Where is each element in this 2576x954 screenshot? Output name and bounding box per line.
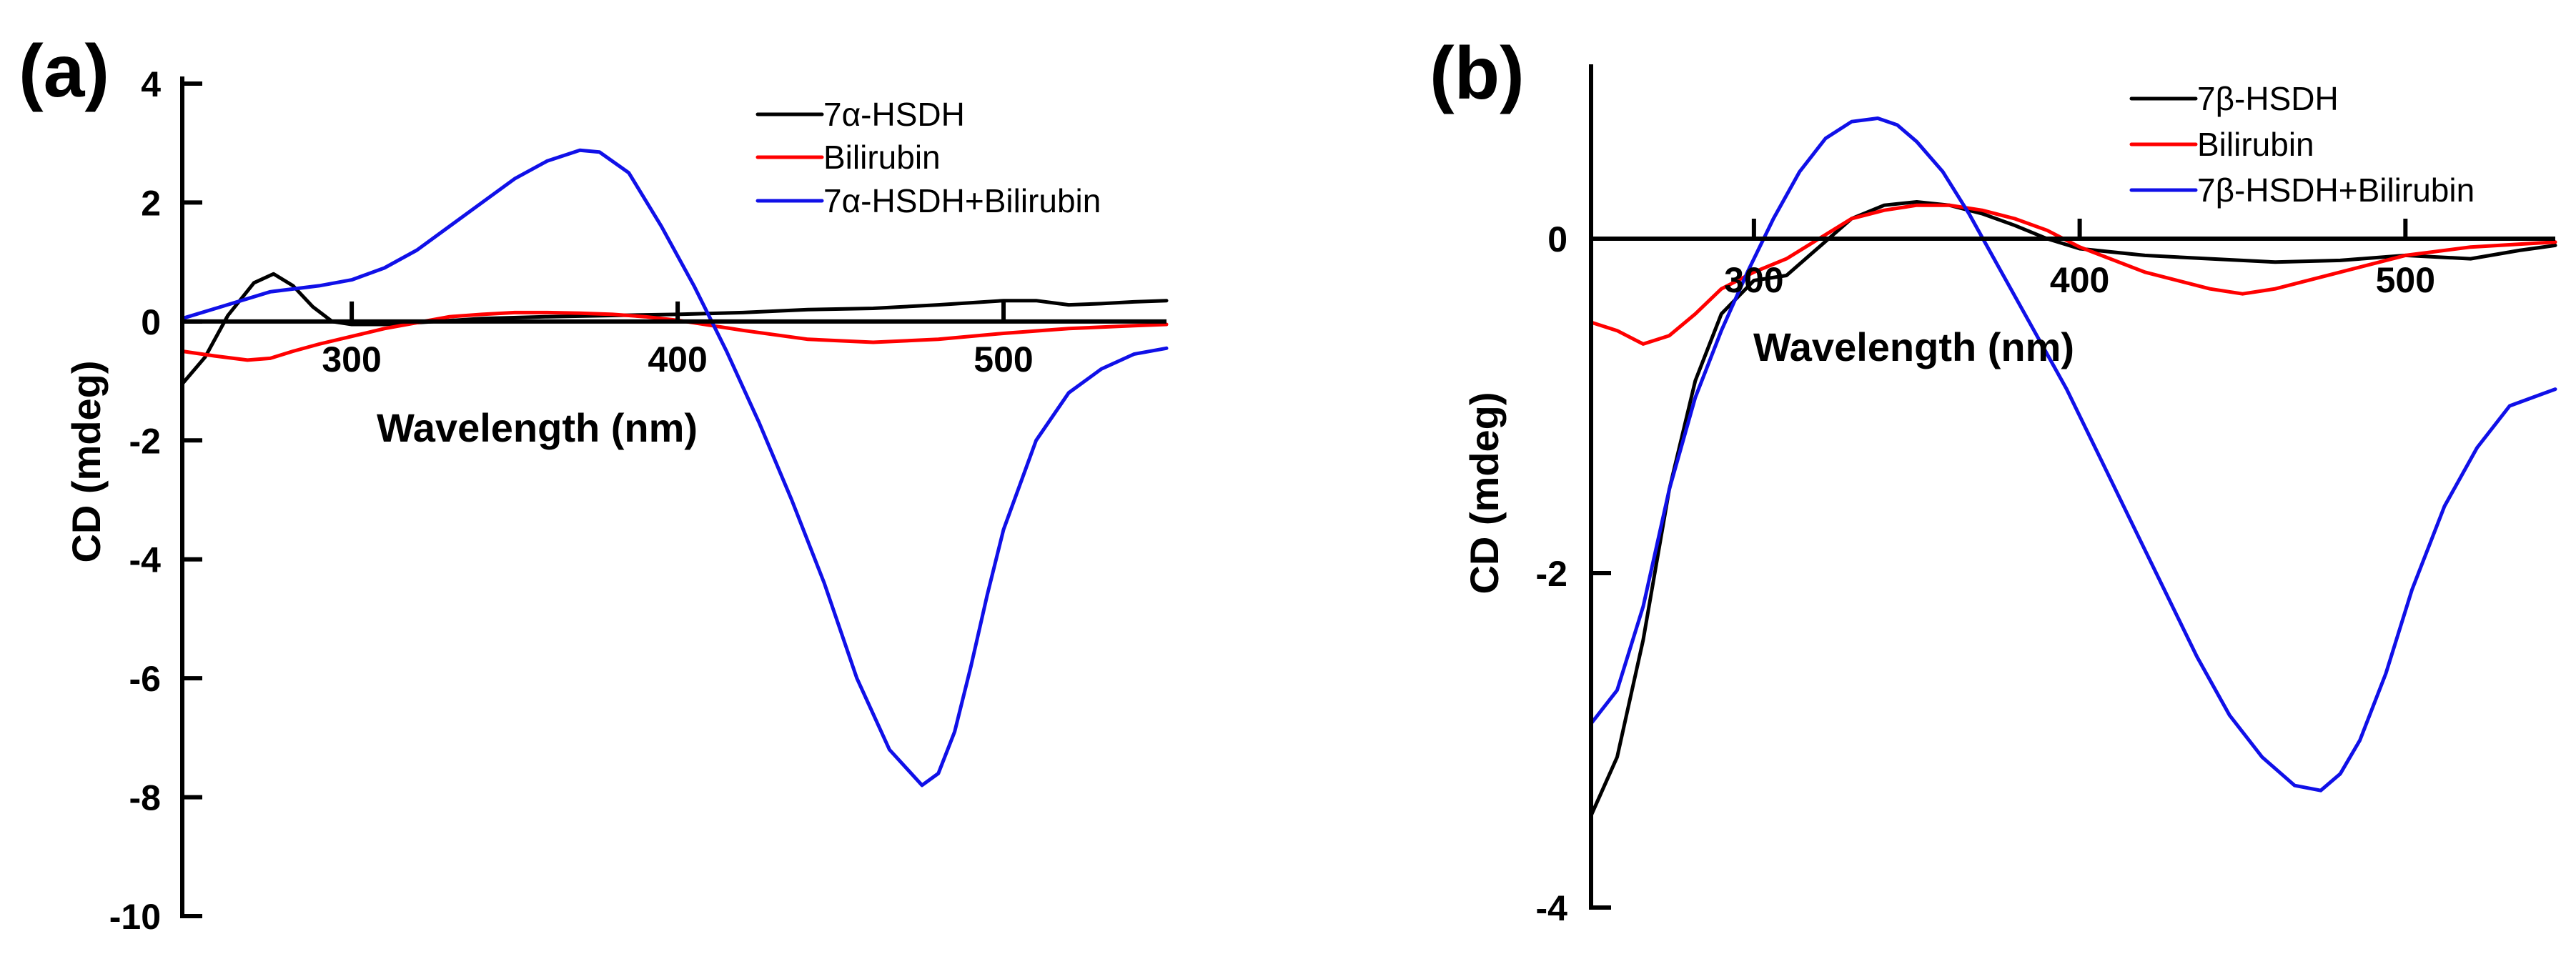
panel-a-series (180, 148, 1169, 787)
panel-b-series-line-1 (1589, 203, 2557, 346)
panel-b-chart: (b) 300 400 500 0 -2 -4 Wavelength (nm) CD (… (1430, 32, 2557, 928)
panel-b-x-ticks: 300 400 500 (1724, 219, 2435, 300)
panel-b-label: (b) (1430, 32, 1525, 115)
panel-a-y-tick-label-5: -6 (129, 659, 161, 699)
panel-a-x-tick-label-2: 500 (974, 339, 1033, 379)
panel-b-legend: 7β-HSDH Bilirubin 7β-HSDH+Bilirubin (2129, 80, 2475, 209)
panel-a-x-tick-label-1: 400 (648, 339, 707, 379)
panel-a-series-line-2 (180, 148, 1169, 787)
panel-a-label: (a) (19, 30, 109, 113)
panel-b-y-ticks: 0 -2 -4 (1536, 219, 1611, 928)
panel-b-x-axis-title: Wavelength (nm) (1753, 324, 2074, 369)
panel-b-x-tick-label-0: 300 (1724, 260, 1783, 300)
legend-a-label-1: Bilirubin (823, 139, 941, 176)
panel-a-y-tick-label-2: 0 (141, 302, 161, 342)
panel-a-chart: (a) 300 400 500 4 2 0 -2 -4 -6 -8 -10 Wavelength … (19, 30, 1169, 937)
legend-b-label-1: Bilirubin (2197, 126, 2314, 163)
panel-a-y-axis-title: CD (mdeg) (64, 360, 109, 562)
panel-a-y-tick-label-3: -2 (129, 421, 161, 461)
panel-b-series-line-2 (1589, 116, 2557, 792)
panel-a-x-tick-label-0: 300 (322, 339, 381, 379)
panel-b-x-tick-label-1: 400 (2050, 260, 2109, 300)
panel-a-series-line-0 (180, 272, 1169, 386)
legend-a-label-2: 7α-HSDH+Bilirubin (823, 182, 1101, 219)
panel-a-y-tick-label-1: 2 (141, 183, 161, 223)
legend-b-label-0: 7β-HSDH (2197, 80, 2339, 117)
panel-b-x-tick-label-2: 500 (2376, 260, 2435, 300)
panel-a-x-ticks: 300 400 500 (322, 301, 1034, 379)
panel-a-series-line-1 (180, 310, 1169, 362)
legend-a-label-0: 7α-HSDH (823, 96, 965, 133)
panel-a-y-tick-label-6: -8 (129, 778, 161, 818)
panel-b-y-tick-label-0: 0 (1547, 219, 1567, 259)
panel-b-y-tick-label-2: -4 (1536, 888, 1568, 928)
panel-a-legend: 7α-HSDH Bilirubin 7α-HSDH+Bilirubin (756, 96, 1101, 219)
panel-a-y-tick-label-4: -4 (129, 540, 162, 580)
panel-b-y-axis-title: CD (mdeg) (1462, 392, 1507, 594)
panel-a-y-tick-label-0: 4 (141, 64, 161, 104)
panel-b-y-tick-label-1: -2 (1536, 554, 1567, 594)
panel-b-series (1589, 116, 2557, 818)
panel-a-x-axis-title: Wavelength (nm) (377, 405, 698, 450)
panel-a-y-tick-label-7: -10 (109, 897, 161, 937)
panel-a-y-ticks: 4 2 0 -2 -4 -6 -8 -10 (109, 64, 202, 937)
legend-b-label-2: 7β-HSDH+Bilirubin (2197, 172, 2475, 209)
